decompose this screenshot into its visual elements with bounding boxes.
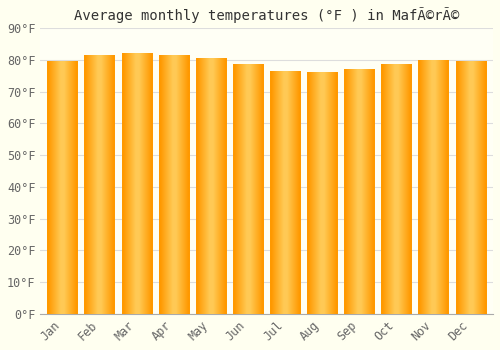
Title: Average monthly temperatures (°F ) in MafÃ©rÃ©: Average monthly temperatures (°F ) in Ma…	[74, 7, 460, 23]
